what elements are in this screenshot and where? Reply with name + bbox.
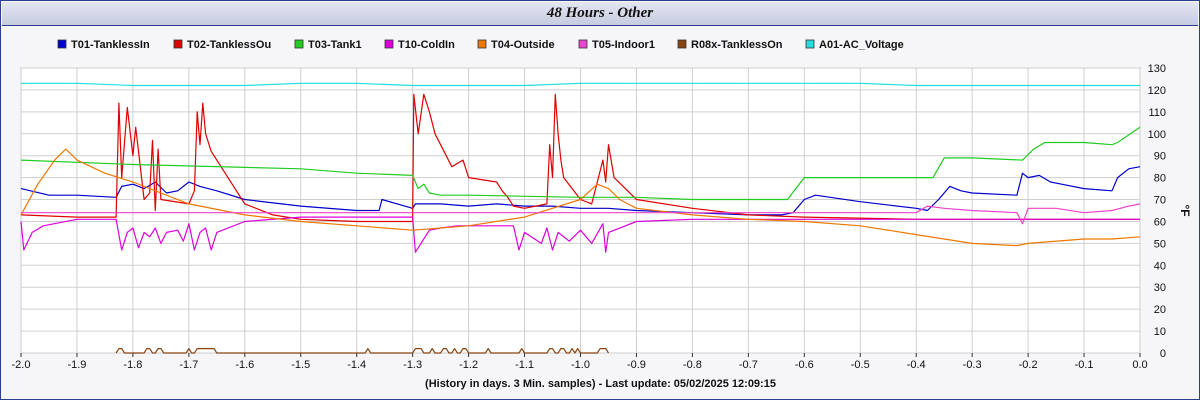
x-tick-label: -2.0: [12, 359, 31, 371]
y-tick-label: 120: [1148, 85, 1166, 97]
x-tick-label: -1.5: [291, 359, 310, 371]
y-tick-label: 110: [1148, 107, 1166, 119]
x-tick-label: -1.3: [403, 359, 422, 371]
x-tick-label: -0.6: [795, 359, 814, 371]
series-line-7: [21, 82, 1140, 87]
y-axis-label: °F: [1178, 204, 1192, 216]
x-tick-label: -1.2: [459, 359, 478, 371]
legend-item-label: T10-ColdIn: [398, 39, 455, 51]
x-axis-label: (History in days. 3 Min. samples) - Last…: [425, 378, 776, 390]
y-tick-label: 0: [1160, 348, 1166, 360]
legend-item-label: A01-AC_Voltage: [819, 39, 904, 51]
x-tick-label: -1.6: [235, 359, 254, 371]
legend-swatch: [805, 39, 815, 49]
legend-swatch: [57, 39, 67, 49]
x-tick-label: -1.1: [515, 359, 534, 371]
x-tick-label: -0.3: [963, 359, 982, 371]
x-tick-label: -0.8: [683, 359, 702, 371]
legend-item-label: T02-TanklessOu: [187, 39, 271, 51]
y-tick-label: 50: [1154, 238, 1166, 250]
y-tick-label: 60: [1154, 216, 1166, 228]
series-line-0: [20, 166, 1141, 216]
x-tick-label: -0.2: [1019, 359, 1038, 371]
y-tick-label: 20: [1154, 304, 1166, 316]
y-tick-label: 70: [1154, 195, 1166, 207]
legend-swatch: [578, 39, 588, 49]
series-line-6: [115, 348, 610, 354]
x-tick-label: -0.7: [739, 359, 758, 371]
x-tick-label: -0.5: [851, 359, 870, 371]
series-line-4: [20, 148, 1141, 247]
y-tick-label: 80: [1154, 173, 1166, 185]
x-tick-label: -1.4: [347, 359, 366, 371]
y-tick-label: 30: [1154, 282, 1166, 294]
chart-title: 48 Hours - Other: [2, 2, 1198, 26]
series-line-5: [21, 203, 1141, 225]
x-tick-label: -1.9: [67, 359, 86, 371]
x-tick-label: 0.0: [1132, 359, 1147, 371]
legend-item-label: R08x-TanklessOn: [691, 39, 783, 51]
legend-swatch: [384, 39, 394, 49]
y-tick-label: 130: [1148, 63, 1166, 75]
legend-item-label: T05-Indoor1: [592, 39, 655, 51]
legend-swatch: [173, 39, 183, 49]
y-tick-label: 40: [1154, 260, 1166, 272]
legend-swatch: [477, 39, 487, 49]
x-tick-label: -0.1: [1075, 359, 1094, 371]
legend-item-label: T03-Tank1: [308, 39, 362, 51]
legend-item-label: T04-Outside: [491, 39, 555, 51]
legend-swatch: [294, 39, 304, 49]
x-tick-label: -1.7: [179, 359, 198, 371]
legend-swatch: [677, 39, 687, 49]
series-line-2: [20, 126, 1141, 201]
y-tick-label: 90: [1154, 151, 1166, 163]
y-tick-label: 10: [1154, 326, 1166, 338]
x-tick-label: -0.4: [907, 359, 926, 371]
legend-item-label: T01-TanklessIn: [71, 39, 150, 51]
y-tick-label: 100: [1148, 129, 1166, 141]
series-line-1: [20, 93, 1140, 223]
x-tick-label: -0.9: [627, 359, 646, 371]
x-tick-label: -1.8: [123, 359, 142, 371]
series-line-3: [20, 216, 1140, 253]
x-tick-label: -1.0: [571, 359, 590, 371]
